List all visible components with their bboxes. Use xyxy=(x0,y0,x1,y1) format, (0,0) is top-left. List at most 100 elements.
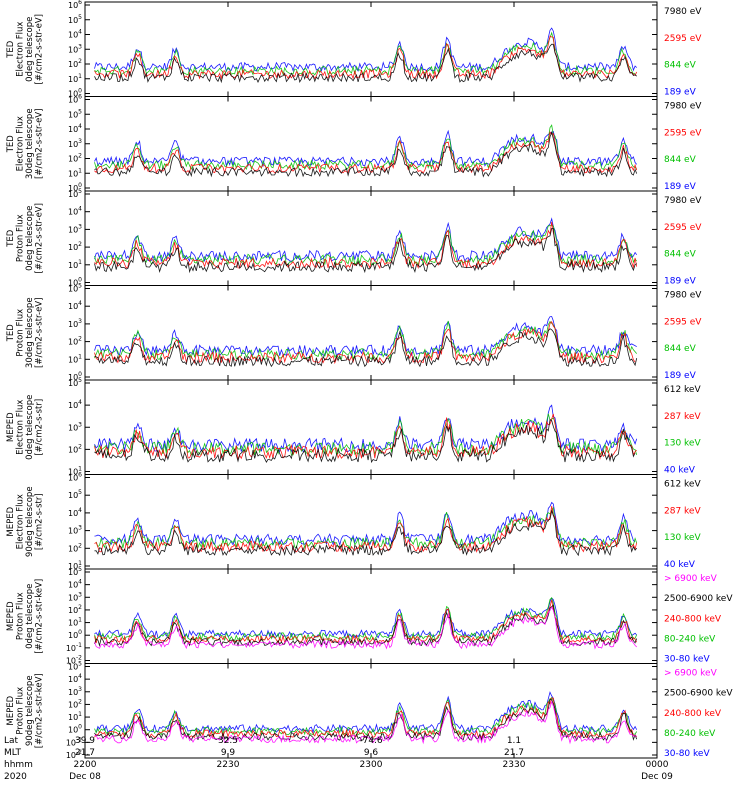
y-tick-label: 105 xyxy=(68,566,82,577)
legend-entry: 7980 eV xyxy=(664,102,702,112)
y-tick-label: 102 xyxy=(68,604,82,615)
y-tick-label: 102 xyxy=(68,336,82,347)
y-axis-label-line: Electron Flux xyxy=(16,22,26,77)
y-axis-label-line: Electron Flux xyxy=(16,400,26,455)
y-tick-label: 103 xyxy=(68,138,82,149)
y-tick-label: 100 xyxy=(68,88,82,99)
y-tick-label: 103 xyxy=(68,421,82,432)
panel-frame xyxy=(84,190,658,286)
y-tick-label: 104 xyxy=(68,123,82,134)
flux-trace xyxy=(94,604,638,647)
legend-entry: 189 eV xyxy=(664,88,697,98)
x-tick-value: Dec 08 xyxy=(69,772,101,782)
y-axis-label-line: 0deg telescope xyxy=(25,17,35,82)
legend-entry: 80-240 keV xyxy=(664,634,716,644)
y-axis-label-line: Proton Flux xyxy=(16,214,26,262)
y-tick-label: 104 xyxy=(68,507,82,518)
x-tick-value: 21.7 xyxy=(504,748,524,758)
y-axis-label-line: Proton Flux xyxy=(16,592,26,640)
legend-entry: 240-800 keV xyxy=(664,614,722,624)
flux-trace xyxy=(94,700,637,745)
legend-entry: 130 keV xyxy=(664,533,701,543)
y-tick-label: 105 xyxy=(68,108,82,119)
legend-entry: 287 keV xyxy=(664,412,701,422)
panel-frame xyxy=(84,568,658,664)
y-tick-label: 104 xyxy=(68,673,82,684)
y-tick-label: 104 xyxy=(68,206,82,217)
x-tick-value: 2300 xyxy=(360,760,383,770)
legend-entry: 30-80 keV xyxy=(664,655,710,665)
y-axis-label: TED Electron Flux 30deg telescope [#/cm2-s-… xyxy=(6,108,45,179)
y-tick-label: 100 xyxy=(68,629,82,640)
y-tick-label: 104 xyxy=(68,29,82,40)
y-tick-label: 105 xyxy=(68,661,82,672)
y-axis-label-line: 90deg telescope xyxy=(25,675,35,746)
x-tick-value: 2230 xyxy=(217,760,240,770)
flux-trace xyxy=(94,124,638,171)
y-tick-label: 100 xyxy=(68,724,82,735)
y-tick-label: 102 xyxy=(68,698,82,709)
y-axis-label-line: [#/cm2-s-str-keV] xyxy=(35,673,45,748)
legend-entry: 189 eV xyxy=(664,371,697,381)
flux-trace xyxy=(94,316,637,358)
y-tick-label: 103 xyxy=(68,43,82,54)
legend-entry: 40 keV xyxy=(664,560,696,570)
panel-frame xyxy=(84,285,658,381)
y-tick-label: 101 xyxy=(68,73,82,84)
flux-trace xyxy=(94,228,637,274)
panel-frame xyxy=(84,96,658,192)
panel-6: 101 102 103 104 105 106 MEPED Electron Flux 90de… xyxy=(6,472,701,572)
legend-entry: 7980 eV xyxy=(664,196,702,206)
y-axis-label: TED Proton Flux 0deg telescope [#/cm2-s-str… xyxy=(6,203,45,273)
y-tick-label: 104 xyxy=(68,399,82,410)
legend-entry: > 6900 keV xyxy=(664,669,718,679)
y-tick-label: 105 xyxy=(68,188,82,199)
y-tick-label: 102 xyxy=(68,443,82,454)
y-axis-label-line: MEPED xyxy=(6,601,16,631)
y-tick-label: 103 xyxy=(68,223,82,234)
legend-entry: 189 eV xyxy=(664,277,697,287)
legend-entry: 30-80 keV xyxy=(664,749,710,759)
flux-trace xyxy=(94,217,638,263)
y-tick-label: 106 xyxy=(68,94,82,105)
y-tick-label: 105 xyxy=(68,377,82,388)
y-tick-label: 10-1 xyxy=(66,736,82,747)
legend-entry: 80-240 keV xyxy=(664,729,716,739)
y-tick-label: 101 xyxy=(68,353,82,364)
x-row-label: hhmm xyxy=(4,760,33,770)
y-axis-label-line: 0deg telescope xyxy=(25,395,35,460)
y-tick-label: 105 xyxy=(68,14,82,25)
y-tick-label: 106 xyxy=(68,472,82,483)
legend-entry: 40 keV xyxy=(664,466,696,476)
y-axis-label-line: TED xyxy=(6,40,16,59)
y-tick-label: 103 xyxy=(68,591,82,602)
y-axis-label: TED Proton Flux 30deg telescope [#/cm2-s-st… xyxy=(6,297,45,368)
y-axis-label-line: [#/cm2-s-str-eV] xyxy=(35,14,45,84)
y-axis-label-line: [#/cm2-s-str-eV] xyxy=(35,298,45,368)
y-axis-label-line: 90deg telescope xyxy=(25,486,35,557)
panel-1: 100 101 102 103 104 105 106 TED Electron Flux 0de… xyxy=(6,0,702,99)
flux-trace xyxy=(94,501,636,547)
y-axis-label-line: 30deg telescope xyxy=(25,108,35,179)
x-tick-value: 0000 xyxy=(646,760,669,770)
y-tick-label: 102 xyxy=(68,58,82,69)
x-tick-value: 9.9 xyxy=(221,748,236,758)
flux-trace xyxy=(94,320,636,365)
y-axis-label-line: [#/cm2-s-str] xyxy=(35,399,45,456)
flux-trace xyxy=(94,224,637,266)
legend-entry: 2500-6900 keV xyxy=(664,689,733,699)
x-tick-value: 2330 xyxy=(503,760,526,770)
flux-trace xyxy=(94,31,636,76)
y-tick-label: 104 xyxy=(68,300,82,311)
legend-entry: 240-800 keV xyxy=(664,709,722,719)
y-axis-label: TED Electron Flux 0deg telescope [#/cm2-s-s… xyxy=(6,14,45,84)
legend-entry: 844 eV xyxy=(664,344,697,354)
y-axis-label: MEPED Proton Flux 90deg telescope [#/cm2-s-… xyxy=(6,673,45,748)
x-tick-value: 39.9 xyxy=(75,736,95,746)
y-axis-label-line: MEPED xyxy=(6,695,16,725)
legend-entry: 844 eV xyxy=(664,155,697,165)
y-axis-label-line: 0deg telescope xyxy=(25,206,35,271)
